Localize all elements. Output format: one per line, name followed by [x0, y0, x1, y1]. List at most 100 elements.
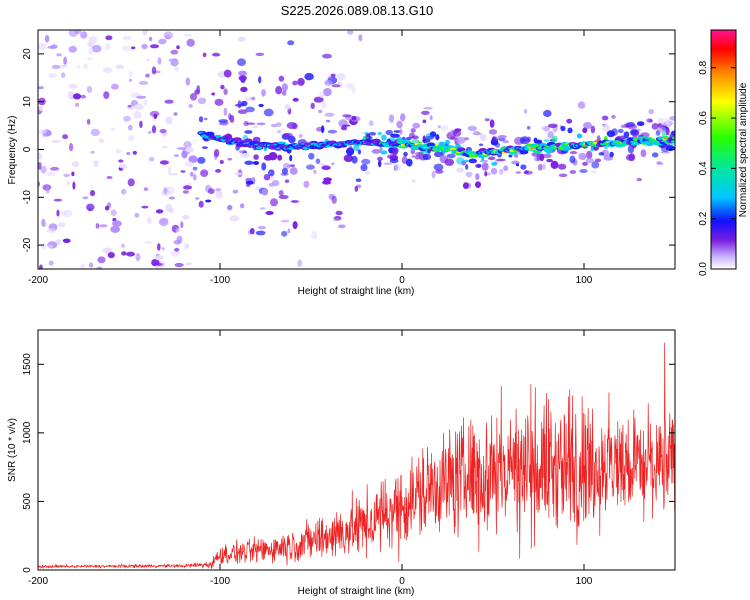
- spectrogram-cell: [315, 158, 321, 164]
- spectrogram-cell: [625, 122, 629, 128]
- spectrogram-cell: [343, 154, 354, 163]
- spectrogram-cell: [281, 230, 288, 237]
- spectrogram-ridge-cell: [545, 148, 552, 152]
- spectrogram-cell: [220, 84, 225, 90]
- spectrogram-cell: [219, 160, 224, 164]
- spectrogram-cell: [174, 262, 184, 268]
- spectrogram-cell: [323, 88, 332, 97]
- spectrogram-cell: [281, 167, 288, 175]
- spectrogram-cell: [258, 103, 264, 108]
- spectrogram-cell: [245, 122, 256, 125]
- spectrogram-cell: [253, 154, 259, 160]
- spectrogram-cell: [456, 157, 465, 165]
- spectrogram-cell: [90, 128, 100, 137]
- snr-frame: [37, 329, 676, 571]
- spectrogram-cell: [148, 36, 153, 42]
- spectrogram-cell: [214, 98, 224, 106]
- spectrogram-ridge-cell: [418, 141, 423, 144]
- spectrogram-cell: [526, 126, 531, 130]
- spectrogram-cell: [484, 171, 488, 177]
- spectrogram-cell: [110, 209, 117, 216]
- spectrogram-cell: [422, 153, 432, 160]
- spectrogram-cell: [265, 211, 274, 215]
- spectrogram-cell: [185, 77, 191, 86]
- snr-y-label: SNR (10 * v/v): [7, 418, 18, 482]
- spectrogram-cell: [368, 120, 374, 127]
- spectrogram-cell: [523, 108, 528, 114]
- spectrogram-cell: [104, 43, 111, 51]
- spectrogram-cell: [89, 262, 94, 268]
- spectrogram-cell: [158, 38, 167, 45]
- spectrogram-y-tick-label: -10: [22, 190, 33, 205]
- spectrogram-cell: [218, 119, 229, 123]
- spectrogram-cell: [194, 89, 201, 95]
- spectrogram-cell: [383, 162, 393, 166]
- spectrogram-cell: [429, 131, 437, 137]
- spectrogram-cell: [281, 90, 287, 96]
- spectrogram-cell: [91, 44, 102, 53]
- spectrogram-cell: [550, 160, 559, 169]
- spectrogram-ridge-cell: [202, 134, 207, 136]
- spectrogram-cell: [173, 112, 178, 116]
- spectrogram-cell: [377, 156, 383, 161]
- snr-x-tick-label: 100: [576, 576, 593, 587]
- spectrogram-cell: [651, 152, 659, 158]
- spectrogram-cell: [569, 155, 576, 164]
- spectrogram-cell: [49, 166, 60, 171]
- spectrogram-cell: [62, 134, 68, 140]
- spectrogram-cell: [348, 146, 353, 152]
- spectrogram-cell: [128, 78, 133, 82]
- spectrogram-cell: [347, 30, 354, 35]
- spectrogram-cell: [406, 158, 413, 167]
- spectrogram-cell: [186, 243, 190, 249]
- spectrogram-cell: [660, 151, 670, 154]
- spectrogram-cell: [259, 207, 266, 210]
- spectrogram-cell: [229, 215, 240, 222]
- spectrogram-cell: [226, 204, 233, 211]
- spectrogram-cell: [80, 94, 86, 99]
- spectrogram-cell: [304, 72, 314, 81]
- spectrogram-cell: [433, 163, 444, 171]
- spectrogram-cell: [543, 109, 552, 118]
- spectrogram-marks: [38, 30, 675, 269]
- spectrogram-cell: [601, 115, 609, 121]
- spectrogram-cell: [620, 124, 625, 129]
- spectrogram-cell: [421, 110, 430, 115]
- spectrogram-cell: [170, 49, 179, 55]
- spectrogram-cell: [278, 75, 285, 82]
- spectrogram-x-tick-label: -100: [210, 275, 230, 286]
- spectrogram-cell: [261, 162, 267, 171]
- spectrogram-cell: [534, 139, 543, 144]
- spectrogram-cell: [542, 153, 552, 159]
- spectrogram-cell: [434, 151, 443, 158]
- spectrogram-cell: [192, 166, 198, 171]
- spectrogram-cell: [93, 160, 99, 168]
- spectrogram-cell: [268, 169, 275, 177]
- spectrogram-cell: [422, 138, 431, 143]
- spectrogram-cell: [153, 113, 158, 119]
- spectrogram-cell: [355, 178, 362, 182]
- spectrogram-cell: [195, 197, 200, 200]
- spectrogram-cell: [289, 167, 298, 175]
- spectrogram-cell: [188, 155, 198, 163]
- spectrogram-cell: [558, 163, 567, 170]
- spectrogram-cell: [257, 226, 267, 230]
- spectrogram-cell: [520, 164, 527, 170]
- spectrogram-cell: [462, 182, 469, 190]
- spectrogram-cell: [99, 224, 108, 228]
- spectrogram-cell: [481, 155, 485, 162]
- spectrogram-cell: [141, 43, 148, 50]
- spectrogram-cell: [168, 172, 178, 176]
- spectrogram-cell: [283, 132, 293, 138]
- spectrogram-cell: [121, 243, 125, 248]
- spectrogram-cell: [277, 130, 281, 134]
- spectrogram-cell: [411, 155, 416, 158]
- spectrogram-cell: [303, 180, 310, 188]
- spectrogram-cell: [290, 200, 300, 203]
- spectrogram-cell: [38, 43, 47, 51]
- spectrogram-cell: [46, 171, 56, 177]
- spectrogram-x-tick-label: 0: [399, 275, 405, 286]
- spectrogram-cell: [184, 161, 195, 167]
- spectrogram-cell: [310, 102, 315, 110]
